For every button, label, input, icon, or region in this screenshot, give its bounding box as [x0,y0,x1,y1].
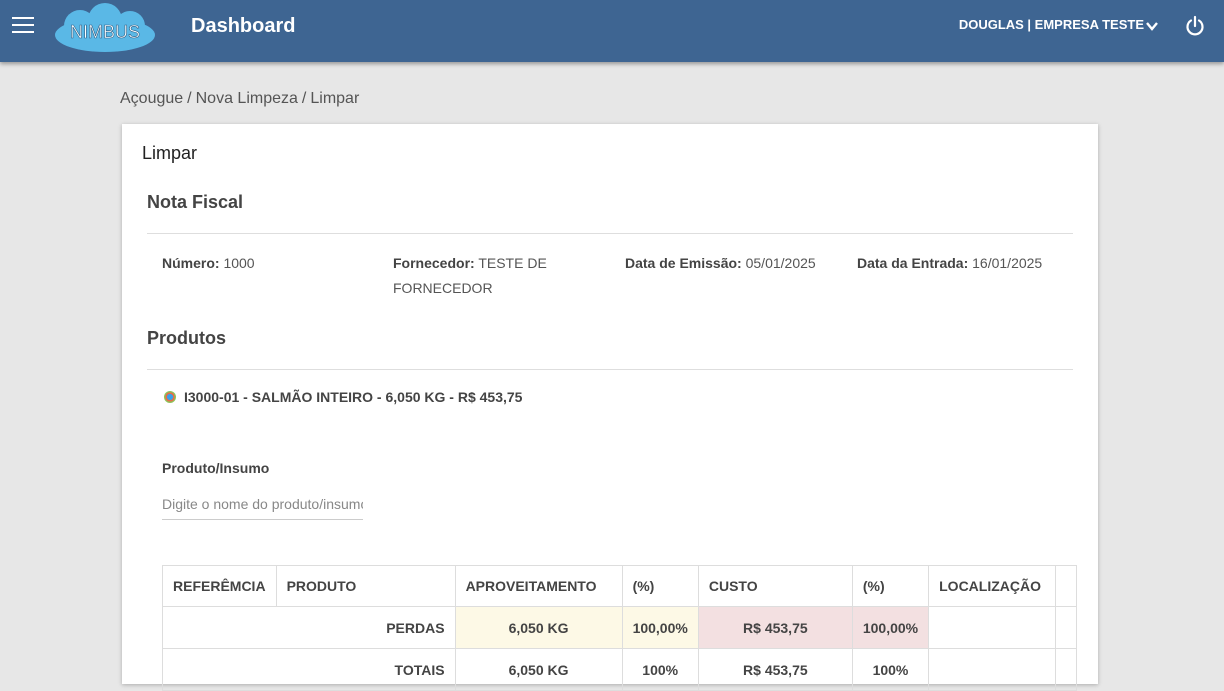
cleaning-table: REFERÊMCIA PRODUTO APROVEITAMENTO (%) CU… [162,565,1078,691]
perdas-localizacao [928,606,1057,649]
produtos-title: Produtos [147,328,226,348]
col-referencia[interactable]: REFERÊMCIA [162,565,277,607]
emissao-label: Data de Emissão: [625,255,742,271]
table-row-perdas: PERDAS 6,050 KG 100,00% R$ 453,75 100,00… [162,606,1078,649]
perdas-aproveitamento: 6,050 KG [454,606,623,649]
numero-info: Número: 1000 [162,251,362,276]
totais-aproveitamento: 6,050 KG [454,648,623,691]
entrada-value: 16/01/2025 [972,255,1043,271]
fornecedor-value: TESTE DE FORNECEDOR [393,255,547,296]
perdas-pct-custo: 100,00% [851,606,930,649]
numero-label: Número: [162,255,220,271]
col-produto[interactable]: PRODUTO [275,565,456,607]
table-row-totais: TOTAIS 6,050 KG 100% R$ 453,75 100% [162,648,1078,691]
user-company-label[interactable]: DOUGLAS | EMPRESA TESTE [958,17,1144,32]
breadcrumb-separator: / [187,90,192,107]
produto-insumo-input[interactable] [162,489,363,520]
product-dot-icon [164,391,176,403]
page-title: Dashboard [191,15,296,37]
col-pct-aproveitamento[interactable]: (%) [621,565,699,607]
entrada-label: Data da Entrada: [857,255,969,271]
col-custo[interactable]: CUSTO [697,565,853,607]
product-item-label: I3000-01 - SALMÃO INTEIRO - 6,050 KG - R… [184,389,523,405]
col-aproveitamento[interactable]: APROVEITAMENTO [454,565,623,607]
nimbus-logo[interactable]: NIMBUS [50,2,160,54]
divider [147,233,1073,234]
card-title: Limpar [142,143,198,163]
logo-text: NIMBUS [70,22,140,42]
limpar-card: Limpar Nota Fiscal Número: 1000 Forneced… [122,124,1098,691]
col-pct-custo[interactable]: (%) [851,565,930,607]
totais-localizacao [928,648,1057,691]
fornecedor-info: Fornecedor: TESTE DE FORNECEDOR [393,251,593,301]
totais-pct-aproveitamento: 100% [621,648,699,691]
totais-custo: R$ 453,75 [697,648,853,691]
breadcrumb: Açougue / Nova Limpeza / Limpar [120,90,363,108]
totais-actions [1055,648,1078,691]
breadcrumb-separator: / [301,90,307,107]
chevron-down-icon[interactable] [1144,18,1160,34]
nota-fiscal-title: Nota Fiscal [147,192,244,212]
col-actions [1055,565,1078,607]
col-localizacao[interactable]: LOCALIZAÇÃO [928,565,1057,607]
breadcrumb-acougue[interactable]: Açougue [120,90,184,107]
totais-pct-custo: 100% [851,648,930,691]
entrada-info: Data da Entrada: 16/01/2025 [857,251,1077,276]
product-item[interactable]: I3000-01 - SALMÃO INTEIRO - 6,050 KG - R… [164,389,522,405]
fornecedor-label: Fornecedor: [393,255,475,271]
perdas-custo: R$ 453,75 [697,606,853,649]
perdas-pct-aproveitamento: 100,00% [621,606,699,649]
table-header-row: REFERÊMCIA PRODUTO APROVEITAMENTO (%) CU… [162,565,1078,607]
power-logout-icon[interactable] [1184,15,1206,37]
totais-label: TOTAIS [162,648,456,691]
perdas-actions [1055,606,1078,649]
top-app-bar: NIMBUS Dashboard DOUGLAS | EMPRESA TESTE [0,0,1224,62]
produto-insumo-label: Produto/Insumo [162,460,270,476]
emissao-info: Data de Emissão: 05/01/2025 [625,251,845,276]
emissao-value: 05/01/2025 [745,255,816,271]
divider [147,369,1073,370]
hamburger-menu-icon[interactable] [12,17,34,35]
breadcrumb-nova-limpeza[interactable]: Nova Limpeza [195,90,298,107]
perdas-label: PERDAS [162,606,456,649]
breadcrumb-limpar: Limpar [310,90,360,107]
numero-value: 1000 [223,255,255,271]
